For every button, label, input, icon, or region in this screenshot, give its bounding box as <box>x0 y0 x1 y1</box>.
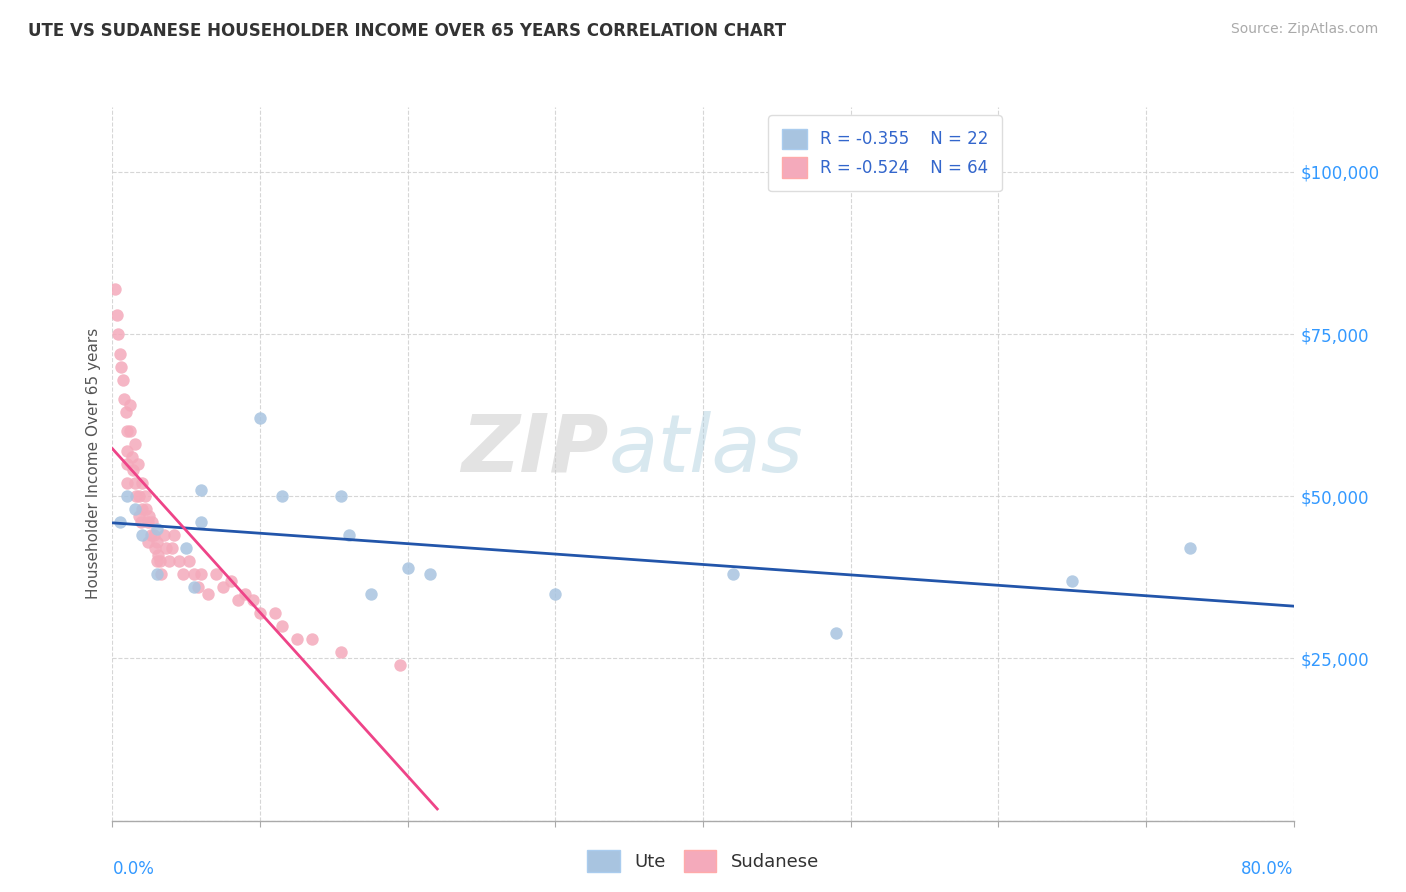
Point <box>108 515 131 529</box>
Point <box>183 567 205 582</box>
Point <box>138 508 160 523</box>
Point <box>249 411 271 425</box>
Text: 80.0%: 80.0% <box>1241 860 1294 878</box>
Point <box>131 476 153 491</box>
Point <box>122 463 145 477</box>
Point <box>160 541 183 556</box>
Point <box>107 327 129 342</box>
Point <box>1062 574 1084 588</box>
Point <box>111 372 134 386</box>
Text: UTE VS SUDANESE HOUSEHOLDER INCOME OVER 65 YEARS CORRELATION CHART: UTE VS SUDANESE HOUSEHOLDER INCOME OVER … <box>28 22 786 40</box>
Point <box>179 554 201 568</box>
Point <box>108 346 131 360</box>
Point <box>146 554 169 568</box>
Point <box>197 586 219 600</box>
Point <box>135 502 157 516</box>
Point <box>141 515 163 529</box>
Point <box>242 593 264 607</box>
Point <box>120 425 142 439</box>
Point <box>301 632 323 646</box>
Point <box>190 515 212 529</box>
Point <box>117 476 138 491</box>
Point <box>117 425 138 439</box>
Point <box>544 586 567 600</box>
Point <box>124 502 146 516</box>
Point <box>127 457 149 471</box>
Point <box>183 580 205 594</box>
Point <box>271 619 294 633</box>
Point <box>219 574 242 588</box>
Point <box>150 567 173 582</box>
Point <box>136 534 159 549</box>
Legend: Ute, Sudanese: Ute, Sudanese <box>578 841 828 881</box>
Point <box>174 541 197 556</box>
Text: Source: ZipAtlas.com: Source: ZipAtlas.com <box>1230 22 1378 37</box>
Point <box>172 567 194 582</box>
Legend: R = -0.355    N = 22, R = -0.524    N = 64: R = -0.355 N = 22, R = -0.524 N = 64 <box>768 115 1001 191</box>
Point <box>153 528 176 542</box>
Point <box>131 528 153 542</box>
Point <box>285 632 308 646</box>
Point <box>120 399 142 413</box>
Point <box>187 580 209 594</box>
Point <box>128 508 150 523</box>
Text: 0.0%: 0.0% <box>112 860 155 878</box>
Point <box>330 489 353 503</box>
Point <box>124 476 146 491</box>
Point <box>112 392 135 406</box>
Point <box>337 528 360 542</box>
Point <box>110 359 132 374</box>
Point <box>148 548 170 562</box>
Point <box>824 625 846 640</box>
Point <box>128 489 150 503</box>
Point <box>190 483 212 497</box>
Point <box>124 437 146 451</box>
Point <box>125 489 148 503</box>
Y-axis label: Householder Income Over 65 years: Householder Income Over 65 years <box>86 328 101 599</box>
Point <box>360 586 382 600</box>
Point <box>139 528 162 542</box>
Point <box>105 308 128 322</box>
Text: atlas: atlas <box>609 410 803 489</box>
Point <box>146 534 169 549</box>
Point <box>212 580 235 594</box>
Point <box>131 502 153 516</box>
Point <box>155 541 177 556</box>
Point <box>143 541 166 556</box>
Point <box>117 457 138 471</box>
Point <box>134 489 156 503</box>
Point <box>389 657 412 672</box>
Point <box>226 593 249 607</box>
Point <box>136 515 159 529</box>
Point <box>146 522 169 536</box>
Point <box>721 567 744 582</box>
Point <box>114 405 136 419</box>
Point <box>419 567 441 582</box>
Point <box>249 606 271 620</box>
Point <box>205 567 228 582</box>
Text: ZIP: ZIP <box>461 410 609 489</box>
Point <box>264 606 287 620</box>
Point <box>117 489 138 503</box>
Point <box>157 554 180 568</box>
Point <box>146 567 169 582</box>
Point <box>1178 541 1201 556</box>
Point <box>167 554 190 568</box>
Point <box>117 443 138 458</box>
Point <box>190 567 212 582</box>
Point <box>104 282 127 296</box>
Point <box>121 450 143 465</box>
Point <box>129 515 152 529</box>
Point <box>149 554 172 568</box>
Point <box>330 645 353 659</box>
Point <box>142 528 165 542</box>
Point <box>396 560 419 574</box>
Point <box>163 528 186 542</box>
Point <box>271 489 294 503</box>
Point <box>233 586 256 600</box>
